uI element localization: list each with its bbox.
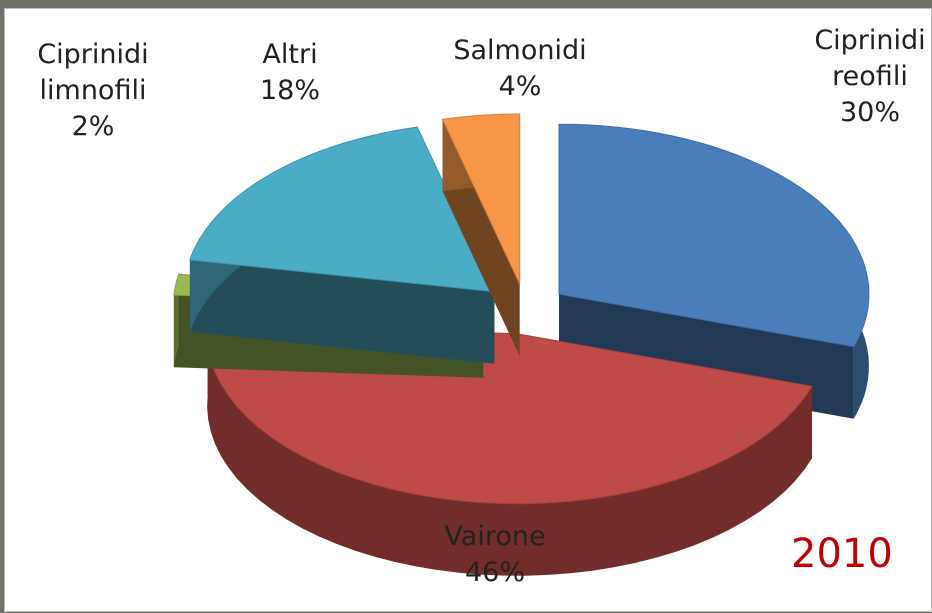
value-label: 2%	[71, 111, 115, 142]
value-label: 4%	[498, 71, 542, 102]
slice-top	[441, 113, 521, 285]
slice-top	[189, 126, 496, 293]
slice	[189, 126, 496, 364]
category-label: Salmonidi	[453, 35, 587, 66]
category-label: Ciprinidi limnofili	[37, 39, 149, 106]
slice-side	[189, 259, 495, 364]
category-label: Vairone	[444, 521, 546, 552]
pie-chart	[173, 113, 870, 576]
slice-top	[558, 123, 870, 348]
chart-area: 2010 Ciprinidi reofili 30% Vairone 46% Cipri…	[4, 8, 932, 612]
slice	[441, 113, 521, 356]
annotation: 2010	[791, 531, 893, 577]
category-label: Ciprinidi reofili	[814, 25, 926, 92]
slice-wall	[173, 274, 179, 368]
category-label: Altri	[262, 39, 318, 70]
value-label: 46%	[464, 557, 525, 588]
value-label: 18%	[259, 75, 320, 106]
slice-wall	[207, 323, 813, 576]
value-label: 30%	[839, 97, 900, 128]
